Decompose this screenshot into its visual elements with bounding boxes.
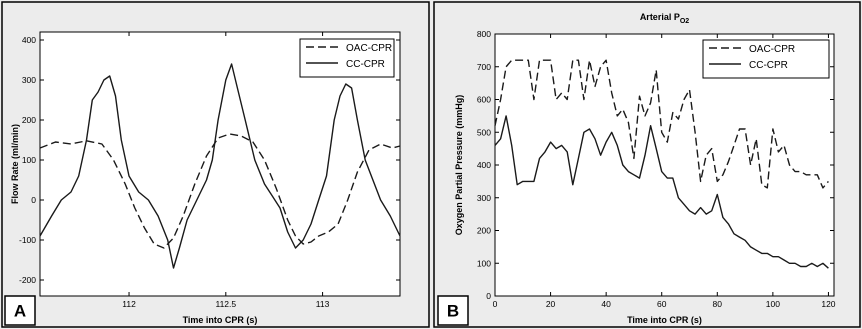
panel-a-ytick-label: 200 [22, 115, 36, 125]
panel-b-x-axis-label: Time into CPR (s) [627, 315, 702, 325]
panel-b-ytick-label: 400 [477, 160, 491, 170]
panel-b-xtick-label: 100 [766, 299, 780, 309]
panel-b-title-base: Arterial P [640, 12, 680, 22]
panel-a-ytick-label: -100 [19, 235, 36, 245]
panel-b-legend-label: CC-CPR [749, 60, 788, 71]
panel-a-legend-label: CC-CPR [346, 59, 385, 70]
panel-a-ytick-label: 100 [22, 155, 36, 165]
panel-b-ytick-label: 200 [477, 226, 491, 236]
panel-b: Arterial PO2 0 20 40 60 80 100 120 0 100 200 300 400… [433, 1, 861, 328]
panel-a-ytick-label: -200 [19, 275, 36, 285]
panel-a-ytick-label: 0 [31, 195, 36, 205]
panel-b-letter-box [437, 295, 469, 326]
panel-b-title-subscript: O2 [680, 18, 689, 25]
panel-a-series-oac-cpr-line [39, 133, 401, 249]
panel-a-letter-box [4, 295, 36, 326]
panel-a-legend [299, 38, 395, 78]
panel-b-series-oac-cpr-line [494, 59, 829, 189]
panel-b-ytick-label: 700 [477, 62, 491, 72]
panel-b-xtick-label: 0 [493, 299, 498, 309]
panel-a-ytick-label: 300 [22, 75, 36, 85]
panel-a-ytick-label: 400 [22, 35, 36, 45]
panel-b-series-cc-cpr-line [494, 115, 829, 269]
panel-b-xtick-label: 60 [657, 299, 667, 309]
panel-a-legend-label: OAC-CPR [346, 43, 392, 54]
panel-b-ytick-label: 0 [486, 291, 491, 301]
panel-b-ytick-label: 800 [477, 29, 491, 39]
panel-b-xtick-label: 120 [821, 299, 835, 309]
panel-b-ytick-label: 300 [477, 193, 491, 203]
panel-a-x-axis-label: Time into CPR (s) [183, 315, 258, 325]
panel-a-xtick-label: 112 [122, 299, 136, 309]
panel-b-ytick-label: 100 [477, 258, 491, 268]
panel-a-series-cc-cpr-line [39, 63, 401, 269]
panel-b-y-axis-label: Oxygen Partial Pressure (mmHg) [454, 95, 464, 236]
panel-a-xtick-label: 113 [316, 299, 330, 309]
panel-a-y-axis-label: Flow Rate (ml/min) [10, 124, 20, 204]
panel-a: 112 112.5 113 -200 -100 0 100 200 300 400 Time int… [1, 1, 430, 328]
panel-a-letter: A [14, 302, 26, 321]
panel-b-ytick-label: 500 [477, 127, 491, 137]
panel-a-xtick-label: 112.5 [215, 299, 236, 309]
panel-b-xtick-label: 40 [601, 299, 611, 309]
panel-b-xtick-label: 20 [546, 299, 556, 309]
panel-b-legend [702, 39, 830, 79]
panel-b-legend-label: OAC-CPR [749, 44, 795, 55]
panel-b-letter: B [447, 302, 459, 321]
panel-b-ytick-label: 600 [477, 95, 491, 105]
panel-b-title: Arterial PO2 [640, 12, 689, 25]
panel-b-xtick-label: 80 [713, 299, 723, 309]
